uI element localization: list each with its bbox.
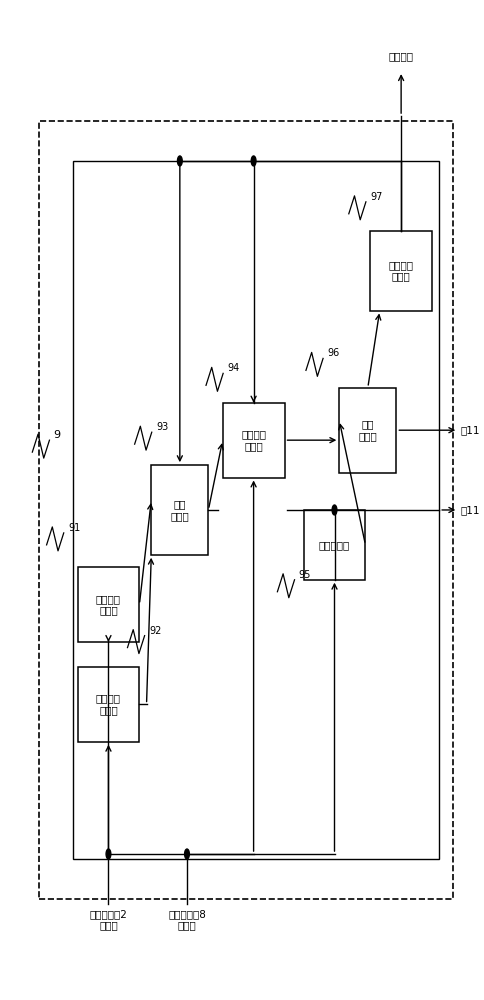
Text: 9: 9: [54, 430, 60, 440]
Bar: [222, 403, 284, 478]
Circle shape: [106, 849, 111, 859]
Bar: [77, 667, 139, 742]
Bar: [77, 567, 139, 642]
Text: 学习
判定部: 学习 判定部: [170, 499, 189, 521]
Bar: [339, 388, 395, 473]
Text: 校正信号: 校正信号: [388, 51, 413, 61]
Text: 面积运算部: 面积运算部: [318, 540, 349, 550]
Text: 至11: 至11: [460, 505, 479, 515]
Text: 误差信号
运算部: 误差信号 运算部: [388, 260, 413, 281]
Text: 92: 92: [149, 626, 161, 636]
Text: 角度误差
运算部: 角度误差 运算部: [241, 429, 266, 451]
Text: 91: 91: [68, 523, 80, 533]
Bar: [303, 510, 364, 580]
Text: 97: 97: [369, 192, 382, 202]
Bar: [369, 231, 431, 311]
Text: 96: 96: [327, 348, 339, 358]
Circle shape: [332, 505, 336, 515]
Circle shape: [251, 156, 256, 166]
Bar: [151, 465, 208, 555]
Bar: [39, 121, 453, 899]
Text: 频率分析部8
的输出: 频率分析部8 的输出: [167, 909, 206, 930]
Text: 95: 95: [298, 570, 311, 580]
Text: 学习速度
运算部: 学习速度 运算部: [96, 594, 121, 616]
Text: 93: 93: [156, 422, 168, 432]
Text: 旋转检测部2
的输出: 旋转检测部2 的输出: [90, 909, 127, 930]
Text: 至11: 至11: [460, 425, 479, 435]
Text: 94: 94: [227, 363, 239, 373]
Text: 输出
判定部: 输出 判定部: [358, 419, 377, 441]
Circle shape: [184, 849, 189, 859]
Text: 斩顿位置
运算部: 斩顿位置 运算部: [96, 694, 121, 715]
Circle shape: [177, 156, 182, 166]
Bar: [73, 161, 439, 859]
